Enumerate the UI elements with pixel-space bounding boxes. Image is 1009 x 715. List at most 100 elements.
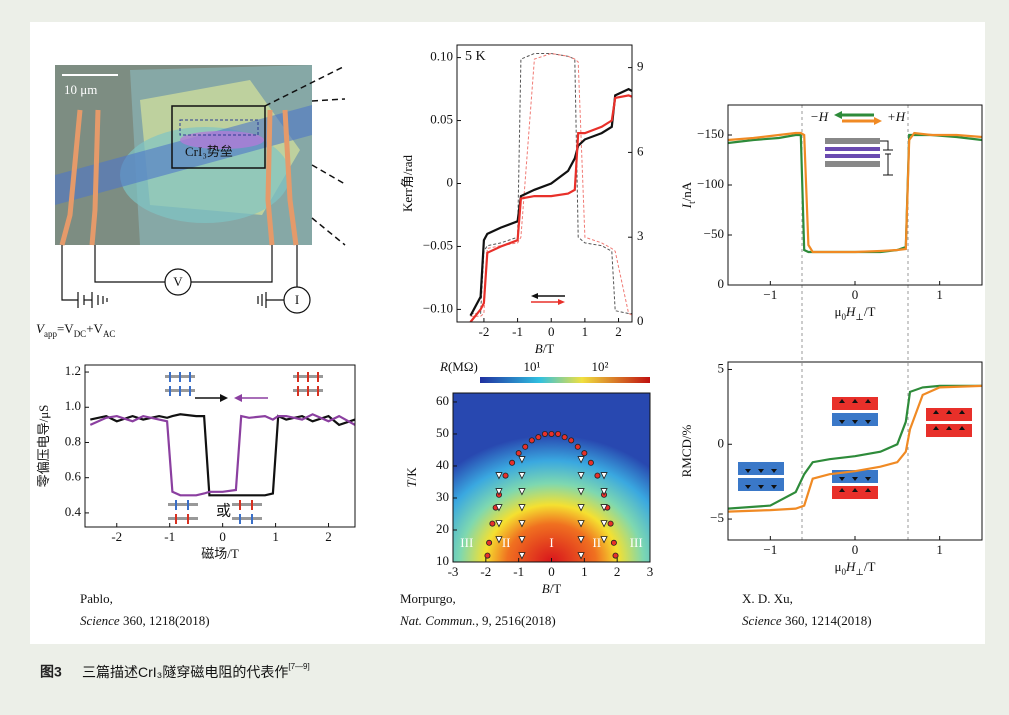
y2-tick-label: 3 <box>637 228 644 243</box>
y2-tick-label: 6 <box>637 143 644 158</box>
label-part: 磁场/T <box>201 546 239 561</box>
point <box>611 540 616 545</box>
x-tick-label: -1 <box>512 324 523 339</box>
y2-tick-label: 0 <box>637 313 644 328</box>
journal: Science <box>80 613 120 628</box>
spin-layer <box>832 397 878 410</box>
x-tick-label: 1 <box>936 542 943 557</box>
y-tick-label: 0.4 <box>65 504 82 519</box>
point <box>509 460 514 465</box>
x-tick-label: -2 <box>480 564 491 579</box>
label-part: /K <box>404 467 419 481</box>
colorbar-label: R(MΩ) <box>439 359 478 374</box>
x-tick-label: 1 <box>272 529 279 544</box>
vapp-part: app <box>44 329 57 339</box>
x-tick-label: 1 <box>581 564 588 579</box>
journal: Science <box>742 613 782 628</box>
point <box>608 521 613 526</box>
annotation: 5 K <box>465 49 486 64</box>
y-tick-label: −0.10 <box>423 300 453 315</box>
point <box>562 435 567 440</box>
x-tick-label: -1 <box>164 529 175 544</box>
colorbar-tick: 10¹ <box>524 359 541 374</box>
label-part: /T <box>543 341 555 356</box>
x-axis-label: B/T <box>535 341 555 356</box>
x-axis-label: B/T <box>542 581 562 596</box>
x-tick-label: 2 <box>615 324 622 339</box>
y-tick-label: 0.6 <box>65 469 82 484</box>
point <box>529 438 534 443</box>
x-tick-label: 1 <box>582 324 589 339</box>
caption-text: 三篇描述CrI₃隧穿磁电阻的代表作[7—9] <box>82 662 310 680</box>
label-part: 零偏压电导/μS <box>36 405 51 488</box>
label-part: /T <box>864 559 876 574</box>
label-part: μ <box>835 559 842 574</box>
y-tick-label: 50 <box>436 425 449 440</box>
region-label: III <box>630 535 643 550</box>
y-tick-label: 0 <box>447 174 454 189</box>
point <box>549 431 554 436</box>
y-tick-label: −100 <box>697 176 724 191</box>
point <box>516 451 521 456</box>
label-part: /nA <box>679 181 694 201</box>
y-tick-label: 0.8 <box>65 433 81 448</box>
x-tick-label: -3 <box>448 564 459 579</box>
vapp-part: DC <box>74 329 87 339</box>
point <box>536 435 541 440</box>
journal: Nat. Commun. <box>399 613 475 628</box>
colorbar-tick: 10² <box>592 359 609 374</box>
label-part: R <box>439 359 448 374</box>
point <box>595 473 600 478</box>
spin-layer <box>926 408 972 421</box>
spin-layer <box>832 486 878 499</box>
y-tick-label: −0.05 <box>423 237 453 252</box>
region-label: II <box>592 535 601 550</box>
annotation: 或 <box>216 502 231 519</box>
x-tick-label: −1 <box>763 287 777 302</box>
y-tick-label: 30 <box>436 489 449 504</box>
spin-layer <box>926 424 972 437</box>
legend-label: +H <box>887 109 906 124</box>
scale-bar-label: 10 μm <box>64 82 97 97</box>
point <box>487 540 492 545</box>
caption-refs: [7—9] <box>288 662 309 671</box>
x-tick-label: −1 <box>763 542 777 557</box>
label-part: B <box>542 581 550 596</box>
y-axis-label: Kerr角/rad <box>400 154 415 212</box>
y-tick-label: 0 <box>718 435 725 450</box>
spin-layer <box>738 478 784 491</box>
y-tick-label: 0 <box>718 276 725 291</box>
vapp-part: +V <box>86 321 103 336</box>
label-part: /T <box>550 581 562 596</box>
x-tick-label: -1 <box>513 564 524 579</box>
x-tick-label: 0 <box>219 529 226 544</box>
x-tick-label: 0 <box>852 287 859 302</box>
label-part: RMCD/% <box>679 424 694 477</box>
caption-number: 图3 <box>40 664 62 680</box>
y-tick-label: −150 <box>697 126 724 141</box>
region-label: I <box>549 535 553 550</box>
x-tick-label: -2 <box>111 529 122 544</box>
label-part: H <box>845 559 856 574</box>
reference: 360, 1214(2018) <box>782 613 872 628</box>
point <box>569 438 574 443</box>
y-axis-label: 零偏压电导/μS <box>36 405 51 488</box>
ammeter-label: I <box>295 292 299 307</box>
region-label: III <box>460 535 473 550</box>
y-tick-label: 60 <box>436 393 449 408</box>
y-tick-label: 20 <box>436 521 449 536</box>
label-part: ⊥ <box>855 312 863 322</box>
point <box>555 431 560 436</box>
y-axis-label: RMCD/% <box>679 424 694 477</box>
x-axis-label: 磁场/T <box>201 546 239 561</box>
x-tick-label: 2 <box>614 564 621 579</box>
citation-author: Pablo, <box>80 591 113 606</box>
voltmeter-label: V <box>173 274 183 289</box>
spin-layer <box>738 462 784 475</box>
citation-author: X. D. Xu, <box>742 591 793 606</box>
y-tick-label: −50 <box>704 226 724 241</box>
citation: Science 360, 1214(2018) <box>742 613 872 628</box>
label-part: /T <box>864 304 876 319</box>
y-tick-label: −5 <box>710 510 724 525</box>
point <box>575 444 580 449</box>
